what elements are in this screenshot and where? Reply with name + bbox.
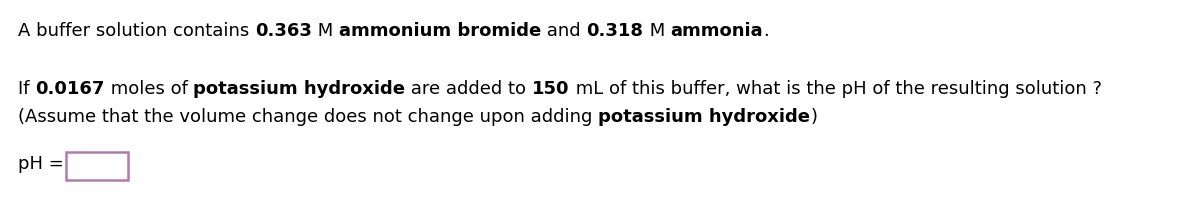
Text: 150: 150 (532, 80, 570, 98)
Text: and: and (541, 22, 587, 40)
Text: ): ) (810, 107, 817, 125)
Text: pH =: pH = (18, 154, 64, 172)
Text: 0.363: 0.363 (256, 22, 312, 40)
FancyBboxPatch shape (66, 152, 127, 180)
Text: potassium hydroxide: potassium hydroxide (193, 80, 406, 98)
Text: moles of: moles of (104, 80, 193, 98)
Text: are added to: are added to (406, 80, 532, 98)
Text: 0.0167: 0.0167 (35, 80, 104, 98)
Text: M: M (312, 22, 338, 40)
Text: mL of this buffer, what is the pH of the resulting solution ?: mL of this buffer, what is the pH of the… (570, 80, 1102, 98)
Text: M: M (643, 22, 671, 40)
Text: A buffer solution contains: A buffer solution contains (18, 22, 256, 40)
Text: 0.318: 0.318 (587, 22, 643, 40)
Text: If: If (18, 80, 35, 98)
Text: ammonia: ammonia (671, 22, 763, 40)
Text: potassium hydroxide: potassium hydroxide (598, 107, 810, 125)
Text: (Assume that the volume change does not change upon adding: (Assume that the volume change does not … (18, 107, 598, 125)
Text: ammonium bromide: ammonium bromide (338, 22, 541, 40)
Text: .: . (763, 22, 769, 40)
